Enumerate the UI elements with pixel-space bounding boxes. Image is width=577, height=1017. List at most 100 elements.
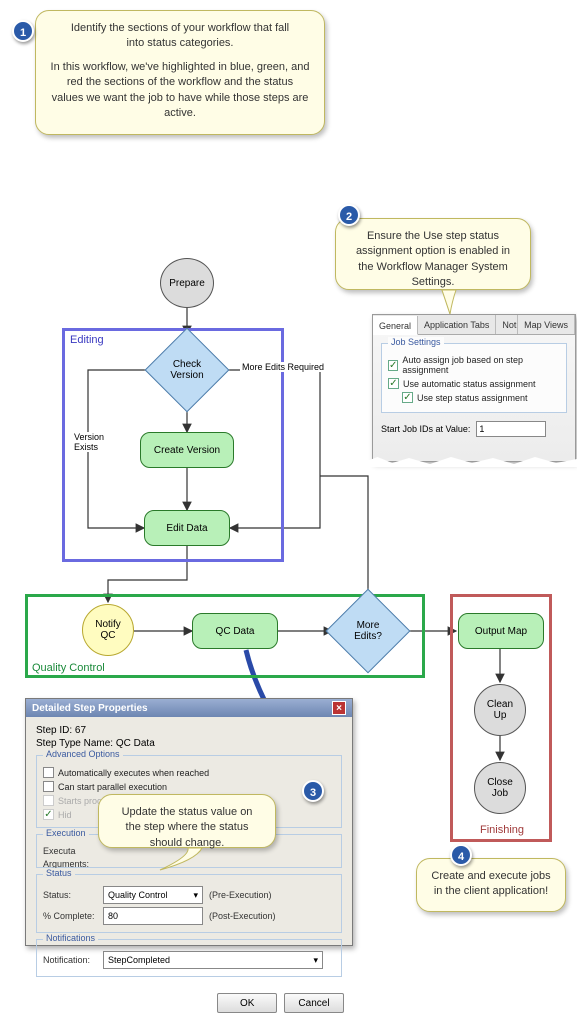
node-notify-qc-label: Notify QC (95, 619, 121, 641)
step-id-label: Step ID: (36, 725, 72, 736)
checkbox-icon: ✓ (402, 392, 413, 403)
status-label: Status: (43, 890, 103, 900)
edge-more-edits-required: More Edits Required (240, 362, 326, 372)
callout-3-number: 3 (302, 780, 324, 802)
node-clean-up: Clean Up (474, 684, 526, 736)
node-notify-qc: Notify QC (82, 604, 134, 656)
frame-editing-label: Editing (70, 334, 104, 346)
step-id-row: Step ID: 67 (36, 725, 342, 736)
start-job-ids-row: Start Job IDs at Value: (381, 421, 567, 437)
ok-button[interactable]: OK (217, 993, 277, 1013)
callout-1-line1: Identify the sections of your workflow t… (50, 21, 310, 36)
step-type-row: Step Type Name: QC Data (36, 738, 342, 749)
chevron-down-icon: ▾ (313, 955, 318, 966)
chevron-down-icon: ▾ (193, 890, 198, 901)
detail-buttons: OK Cancel (26, 989, 352, 1017)
status-dropdown[interactable]: Quality Control ▾ (103, 886, 203, 904)
status-value: Quality Control (108, 890, 168, 900)
cb-auto-assign-label: Auto assign job based on step assignment (402, 355, 560, 375)
cb-auto-status-label: Use automatic status assignment (403, 379, 536, 389)
edge-version-exists: Version Exists (72, 432, 106, 452)
callout-3-text: Update the status value on the step wher… (122, 806, 253, 849)
callout-4-text: Create and execute jobs in the client ap… (431, 870, 550, 897)
node-close-job-label: Close Job (487, 777, 513, 799)
checkbox-icon (43, 795, 54, 806)
advanced-title: Advanced Options (43, 749, 123, 759)
tab-notifications[interactable]: Notifications (496, 315, 518, 334)
callout-1-number: 1 (12, 20, 34, 42)
complete-input[interactable]: 80 (103, 907, 203, 925)
checkbox-icon: ✓ (388, 360, 398, 371)
callout-3: Update the status value on the step wher… (98, 794, 276, 848)
callout-2: Ensure the Use step status assignment op… (335, 218, 531, 290)
adv-cb1[interactable]: Automatically executes when reached (43, 767, 335, 778)
node-output-map: Output Map (458, 613, 544, 649)
complete-label: % Complete: (43, 911, 103, 921)
node-output-map-label: Output Map (475, 626, 527, 637)
node-create-version-label: Create Version (154, 445, 220, 456)
tab-general[interactable]: General (373, 316, 418, 335)
cancel-button[interactable]: Cancel (284, 993, 344, 1013)
notif-value: StepCompleted (108, 955, 170, 965)
status-title: Status (43, 868, 75, 878)
tab-application-tabs[interactable]: Application Tabs (418, 315, 496, 334)
tabs-row: General Application Tabs Notifications M… (373, 315, 575, 335)
node-check-version-label: Check Version (170, 359, 203, 381)
step-type-label: Step Type Name: (36, 738, 113, 749)
exec-label: Executa (43, 846, 103, 856)
node-clean-up-label: Clean Up (487, 699, 513, 721)
notif-dropdown[interactable]: StepCompleted ▾ (103, 951, 323, 969)
cb-auto-assign[interactable]: ✓ Auto assign job based on step assignmen… (388, 355, 560, 375)
callout-1-para2: In this workflow, we've highlighted in b… (50, 60, 310, 122)
detail-title-text: Detailed Step Properties (32, 703, 148, 714)
node-create-version: Create Version (140, 432, 234, 468)
callout-4: Create and execute jobs in the client ap… (416, 858, 566, 912)
node-prepare-label: Prepare (169, 278, 205, 289)
cb-step-status-label: Use step status assignment (417, 393, 528, 403)
detail-titlebar: Detailed Step Properties × (26, 699, 352, 717)
complete-value: 80 (108, 911, 118, 921)
job-settings-title: Job Settings (388, 337, 444, 347)
checkbox-icon: ✓ (388, 378, 399, 389)
node-edit-data-label: Edit Data (166, 523, 207, 534)
checkbox-icon (43, 767, 54, 778)
node-qc-data-label: QC Data (216, 626, 255, 637)
cb-auto-status[interactable]: ✓ Use automatic status assignment (388, 378, 560, 389)
notif-title: Notifications (43, 933, 98, 943)
checkbox-icon: ✓ (43, 809, 54, 820)
node-more-edits-label: More Edits? (354, 620, 382, 642)
execution-title: Execution (43, 828, 89, 838)
frame-qc-label: Quality Control (32, 662, 105, 674)
step-type-value: QC Data (116, 738, 155, 749)
node-prepare: Prepare (160, 258, 214, 308)
adv-cb2[interactable]: Can start parallel execution (43, 781, 335, 792)
tab-map-views[interactable]: Map Views (518, 315, 575, 334)
job-settings-group: Job Settings ✓Auto assign job based on s… (381, 343, 567, 413)
callout-2-number: 2 (338, 204, 360, 226)
status-note: (Pre-Execution) (209, 890, 272, 900)
start-job-ids-label: Start Job IDs at Value: (381, 424, 470, 434)
torn-edge (367, 457, 577, 467)
adv-cb2-label: Can start parallel execution (58, 782, 167, 792)
checkbox-icon (43, 781, 54, 792)
node-close-job: Close Job (474, 762, 526, 814)
node-more-edits: More Edits? (332, 595, 404, 667)
callout-1-line2: into status categories. (50, 36, 310, 51)
cb-step-status[interactable]: ✓ Use step status assignment (402, 392, 560, 403)
node-edit-data: Edit Data (144, 510, 230, 546)
node-qc-data: QC Data (192, 613, 278, 649)
frame-finishing-label: Finishing (480, 824, 524, 836)
close-icon[interactable]: × (332, 701, 346, 715)
callout-1: Identify the sections of your workflow t… (35, 10, 325, 135)
complete-note: (Post-Execution) (209, 911, 276, 921)
status-group: Status Status: Quality Control▾ (Pre-Exe… (36, 874, 342, 933)
adv-cb1-label: Automatically executes when reached (58, 768, 209, 778)
callout-2-text: Ensure the Use step status assignment op… (356, 230, 510, 288)
callout-4-number: 4 (450, 844, 472, 866)
node-check-version: Check Version (151, 334, 223, 406)
notifications-group: Notifications Notification: StepComplete… (36, 939, 342, 977)
start-job-ids-input[interactable] (476, 421, 546, 437)
adv-cb4-label: Hid (58, 810, 72, 820)
notif-label: Notification: (43, 955, 103, 965)
step-id-value: 67 (75, 725, 86, 736)
